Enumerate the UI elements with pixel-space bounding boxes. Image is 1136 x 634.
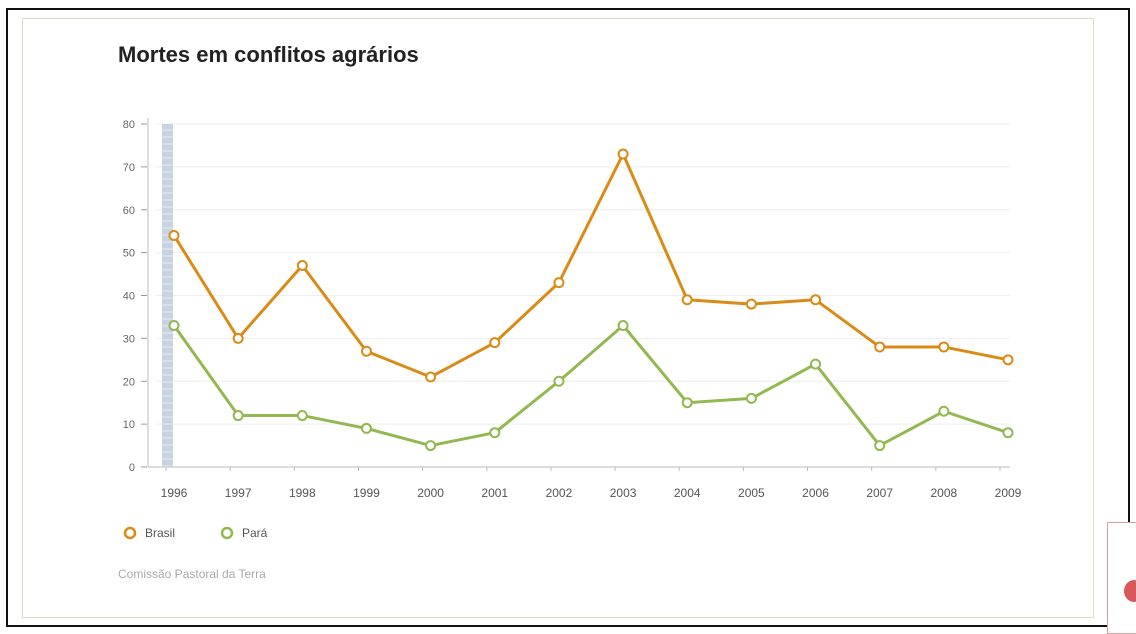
y-tick-label-20: 20 [123,376,135,388]
x-tick-label-2001: 2001 [481,486,508,500]
data-point-0-2002 [553,277,565,289]
series-layer [168,148,1014,452]
data-point-1-2005 [745,392,757,404]
chart-card [22,18,1094,618]
data-point-1-1999 [360,422,372,434]
series-line-0 [172,152,1009,379]
data-point-1-1996 [168,320,180,332]
data-point-1-2001 [489,427,501,439]
data-point-0-1996 [168,229,180,241]
x-tick-label-2004: 2004 [674,486,701,500]
chart-title: Mortes em conflitos agrários [118,42,419,67]
data-point-0-2009 [1002,354,1014,366]
popup-record-icon[interactable] [1124,580,1136,602]
axis-layer: 0 10 20 30 40 50 60 70 80 1996 1997 1998 1999 2000 200… [123,118,1022,500]
legend-label-0: Brasil [145,526,175,540]
data-point-0-2008 [938,341,950,353]
data-point-1-2004 [681,397,693,409]
data-point-1-2003 [617,320,629,332]
x-tick-label-1998: 1998 [289,486,316,500]
data-point-0-2006 [810,294,822,306]
x-tick-label-1997: 1997 [225,486,252,500]
data-point-1-1998 [296,410,308,422]
data-point-1-2002 [553,375,565,387]
x-tick-label-2008: 2008 [930,486,957,500]
x-tick-label-1996: 1996 [161,486,188,500]
source-note: Comissão Pastoral da Terra [118,567,266,581]
data-point-1-2008 [938,405,950,417]
data-point-0-2000 [425,371,437,383]
y-tick-label-50: 50 [123,248,135,260]
x-tick-label-2003: 2003 [610,486,637,500]
legend-label-1: Pará [242,526,268,540]
data-point-0-2007 [874,341,886,353]
y-tick-label-60: 60 [123,205,135,217]
x-tick-label-2002: 2002 [546,486,573,500]
x-tick-label-2009: 2009 [995,486,1022,500]
highlight-band [162,124,173,467]
x-tick-label-2005: 2005 [738,486,765,500]
data-point-0-2001 [489,337,501,349]
data-point-0-2003 [617,148,629,160]
data-point-1-2006 [810,358,822,370]
data-point-0-2005 [745,298,757,310]
y-tick-label-80: 80 [123,119,135,131]
x-tick-label-1999: 1999 [353,486,380,500]
series-line-1 [172,324,1009,448]
x-tick-label-2000: 2000 [417,486,444,500]
grid-layer [156,123,1010,425]
highlight-layer [162,124,173,467]
data-point-1-2007 [874,440,886,452]
data-point-1-2009 [1002,427,1014,439]
y-tick-label-70: 70 [123,162,135,174]
x-tick-label-2007: 2007 [866,486,893,500]
y-tick-label-0: 0 [129,462,135,474]
data-point-0-2004 [681,294,693,306]
data-point-0-1998 [296,259,308,271]
data-point-1-2000 [425,440,437,452]
popup-panel[interactable] [1107,522,1136,634]
x-tick-label-2006: 2006 [802,486,829,500]
data-point-0-1999 [360,345,372,357]
data-point-0-1997 [232,332,244,344]
legend-marker-0 [123,526,137,540]
y-tick-label-10: 10 [123,419,135,431]
y-tick-label-40: 40 [123,291,135,303]
y-tick-label-30: 30 [123,333,135,345]
legend-marker-1 [220,526,234,540]
data-point-1-1997 [232,410,244,422]
legend: Brasil Pará [123,526,268,540]
